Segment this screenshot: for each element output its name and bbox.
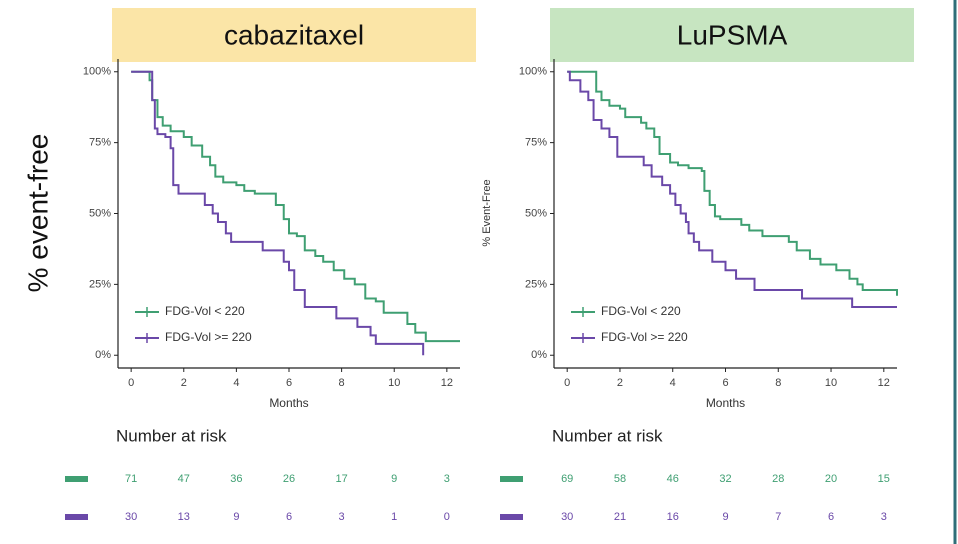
x-tick-label: 10 <box>388 377 400 389</box>
legend-label: FDG-Vol < 220 <box>601 304 681 318</box>
risk-count: 46 <box>667 473 679 485</box>
risk-count: 28 <box>772 473 784 485</box>
x-tick-label: 6 <box>722 377 728 389</box>
risk-swatch <box>500 514 523 520</box>
y-tick-label: 50% <box>89 207 111 219</box>
x-tick-label: 8 <box>339 377 345 389</box>
survival-curve <box>131 70 460 343</box>
risk-count: 58 <box>614 473 626 485</box>
y-axis-label: % event-free <box>22 134 53 293</box>
risk-count: 13 <box>178 511 190 523</box>
risk-count: 16 <box>667 511 679 523</box>
x-tick-label: 2 <box>181 377 187 389</box>
risk-count: 69 <box>561 473 573 485</box>
legend-label: FDG-Vol >= 220 <box>601 330 688 344</box>
risk-title: Number at risk <box>116 426 227 445</box>
y-tick-label: 0% <box>531 349 547 361</box>
risk-count: 3 <box>881 511 887 523</box>
y-tick-label: 25% <box>525 278 547 290</box>
risk-swatch <box>500 476 523 482</box>
x-tick-label: 4 <box>233 377 239 389</box>
survival-curve <box>567 70 897 309</box>
header-box <box>550 8 914 62</box>
risk-count: 30 <box>125 511 137 523</box>
risk-count: 6 <box>828 511 834 523</box>
risk-title: Number at risk <box>552 426 663 445</box>
y-tick-label: 50% <box>525 207 547 219</box>
x-tick-label: 8 <box>775 377 781 389</box>
x-tick-label: 2 <box>617 377 623 389</box>
risk-count: 17 <box>335 473 347 485</box>
risk-count: 7 <box>775 511 781 523</box>
risk-count: 30 <box>561 511 573 523</box>
x-tick-label: 4 <box>670 377 676 389</box>
risk-count: 26 <box>283 473 295 485</box>
y-tick-label: 75% <box>525 137 547 149</box>
legend-label: FDG-Vol < 220 <box>165 304 245 318</box>
risk-count: 6 <box>286 511 292 523</box>
y-tick-label: 100% <box>83 66 111 78</box>
header-box <box>112 8 476 62</box>
risk-count: 21 <box>614 511 626 523</box>
legend-label: FDG-Vol >= 220 <box>165 330 252 344</box>
panel-title: LuPSMA <box>677 19 788 50</box>
x-tick-label: 12 <box>441 377 453 389</box>
survival-curve <box>131 70 425 356</box>
x-tick-label: 6 <box>286 377 292 389</box>
risk-count: 9 <box>233 511 239 523</box>
y-tick-label: 25% <box>89 278 111 290</box>
risk-count: 3 <box>339 511 345 523</box>
risk-count: 1 <box>391 511 397 523</box>
y-tick-label: 100% <box>519 66 547 78</box>
risk-count: 36 <box>230 473 242 485</box>
risk-count: 20 <box>825 473 837 485</box>
x-tick-label: 12 <box>878 377 890 389</box>
x-axis-label: Months <box>706 396 745 410</box>
risk-count: 15 <box>878 473 890 485</box>
risk-count: 0 <box>444 511 450 523</box>
risk-swatch <box>65 476 88 482</box>
x-tick-label: 10 <box>825 377 837 389</box>
panel-title: cabazitaxel <box>224 19 364 50</box>
survival-curve <box>567 70 898 296</box>
risk-count: 9 <box>722 511 728 523</box>
risk-count: 47 <box>178 473 190 485</box>
risk-count: 71 <box>125 473 137 485</box>
risk-count: 9 <box>391 473 397 485</box>
risk-count: 32 <box>719 473 731 485</box>
x-axis-label: Months <box>269 396 308 410</box>
risk-count: 3 <box>444 473 450 485</box>
y-tick-label: 0% <box>95 349 111 361</box>
x-tick-label: 0 <box>564 377 570 389</box>
y-axis-label: % Event-Free <box>481 179 493 246</box>
x-tick-label: 0 <box>128 377 134 389</box>
risk-swatch <box>65 514 88 520</box>
y-tick-label: 75% <box>89 137 111 149</box>
